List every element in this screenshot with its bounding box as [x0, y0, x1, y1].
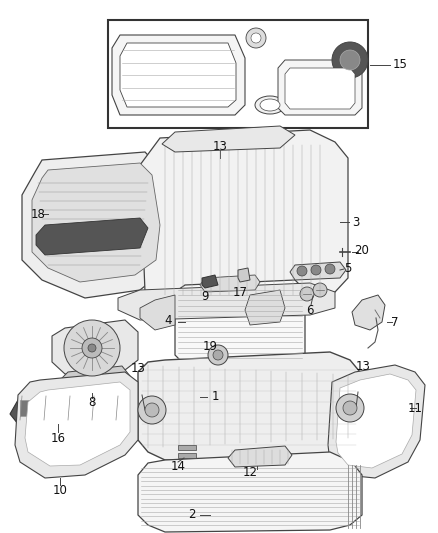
Text: 14: 14: [170, 459, 186, 472]
Bar: [178, 453, 196, 458]
Circle shape: [64, 320, 120, 376]
Text: 7: 7: [391, 316, 399, 328]
Bar: [20, 400, 38, 416]
Circle shape: [246, 28, 266, 48]
Text: 13: 13: [356, 359, 371, 373]
Polygon shape: [138, 452, 362, 532]
Text: 6: 6: [306, 303, 314, 317]
Text: 19: 19: [202, 340, 218, 352]
Circle shape: [213, 350, 223, 360]
Text: 11: 11: [407, 401, 423, 415]
Circle shape: [251, 33, 261, 43]
Circle shape: [343, 401, 357, 415]
Polygon shape: [138, 352, 360, 460]
Polygon shape: [238, 268, 250, 282]
Text: 2: 2: [188, 508, 196, 521]
Polygon shape: [245, 290, 285, 325]
Polygon shape: [22, 152, 170, 298]
Polygon shape: [162, 126, 295, 152]
Bar: [178, 445, 196, 450]
Circle shape: [297, 266, 307, 276]
Ellipse shape: [255, 96, 285, 114]
Text: 8: 8: [88, 395, 95, 408]
Circle shape: [332, 42, 368, 78]
Text: 17: 17: [233, 286, 247, 298]
Ellipse shape: [260, 99, 280, 111]
Text: 10: 10: [53, 483, 67, 497]
Text: 16: 16: [50, 432, 66, 445]
Polygon shape: [60, 366, 130, 390]
Text: 1: 1: [211, 391, 219, 403]
Polygon shape: [32, 163, 160, 282]
Circle shape: [300, 287, 314, 301]
Text: 15: 15: [392, 59, 407, 71]
Polygon shape: [336, 374, 416, 468]
Text: 4: 4: [164, 313, 172, 327]
Bar: [108, 20, 368, 128]
Text: 13: 13: [131, 361, 145, 375]
Polygon shape: [120, 43, 236, 107]
Polygon shape: [52, 320, 138, 374]
Text: 5: 5: [344, 262, 352, 274]
Text: 9: 9: [201, 289, 209, 303]
Circle shape: [336, 394, 364, 422]
Circle shape: [340, 50, 360, 70]
Polygon shape: [10, 394, 128, 424]
Text: 13: 13: [212, 140, 227, 152]
Circle shape: [145, 403, 159, 417]
Polygon shape: [140, 130, 348, 305]
Circle shape: [208, 345, 228, 365]
Polygon shape: [25, 382, 130, 466]
Polygon shape: [228, 446, 292, 467]
Text: 20: 20: [355, 244, 369, 256]
Text: 3: 3: [352, 215, 360, 229]
Polygon shape: [278, 60, 362, 115]
Polygon shape: [352, 295, 385, 330]
Circle shape: [313, 283, 327, 297]
Text: 18: 18: [31, 207, 46, 221]
Polygon shape: [36, 218, 148, 255]
Polygon shape: [118, 283, 335, 320]
Polygon shape: [328, 365, 425, 478]
Text: 12: 12: [243, 465, 258, 479]
Polygon shape: [112, 35, 245, 115]
Polygon shape: [175, 280, 305, 365]
Polygon shape: [200, 275, 260, 292]
Polygon shape: [202, 275, 218, 288]
Polygon shape: [290, 262, 346, 280]
Circle shape: [311, 265, 321, 275]
Polygon shape: [15, 372, 138, 478]
Polygon shape: [285, 68, 355, 109]
Circle shape: [82, 338, 102, 358]
Circle shape: [138, 396, 166, 424]
Circle shape: [325, 264, 335, 274]
Circle shape: [88, 344, 96, 352]
Polygon shape: [140, 295, 175, 330]
